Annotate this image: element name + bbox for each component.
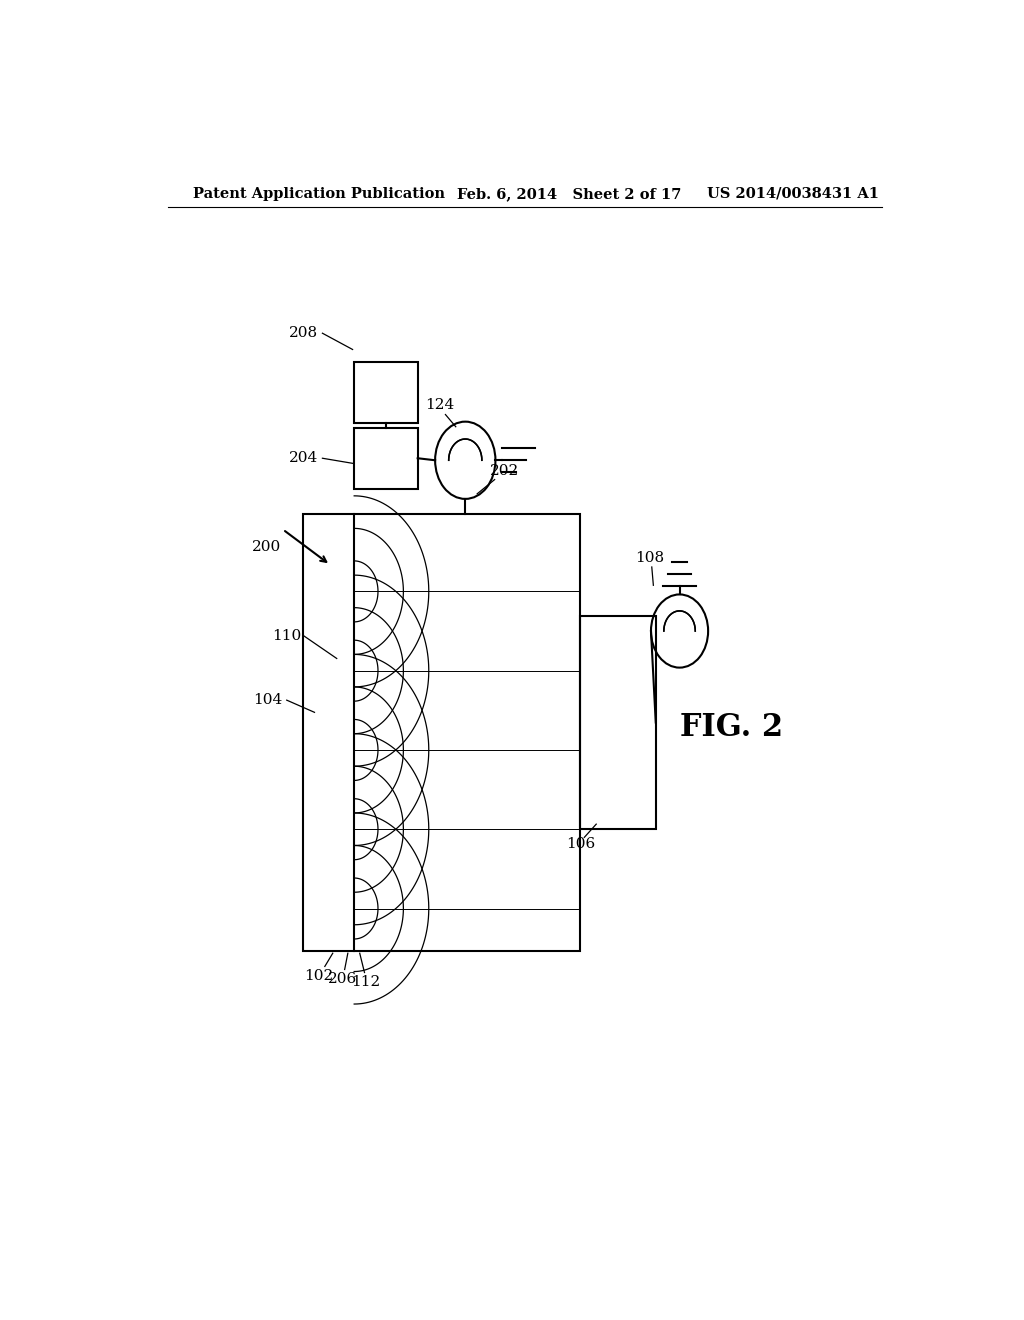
Text: 208: 208 xyxy=(290,326,318,341)
Text: 104: 104 xyxy=(254,693,283,708)
Text: Feb. 6, 2014   Sheet 2 of 17: Feb. 6, 2014 Sheet 2 of 17 xyxy=(458,187,682,201)
Text: 204: 204 xyxy=(289,451,318,465)
Text: US 2014/0038431 A1: US 2014/0038431 A1 xyxy=(708,187,880,201)
Text: 102: 102 xyxy=(304,969,333,982)
Bar xyxy=(303,515,581,952)
Text: Patent Application Publication: Patent Application Publication xyxy=(194,187,445,201)
Bar xyxy=(581,615,655,829)
Text: 106: 106 xyxy=(565,837,595,851)
Bar xyxy=(354,428,418,488)
Text: FIG. 2: FIG. 2 xyxy=(680,711,782,743)
Text: 124: 124 xyxy=(425,399,455,412)
Text: 200: 200 xyxy=(252,540,282,553)
Text: 202: 202 xyxy=(490,465,519,478)
Text: 110: 110 xyxy=(271,630,301,643)
Text: 206: 206 xyxy=(328,972,357,986)
Text: 112: 112 xyxy=(351,974,381,989)
Text: 108: 108 xyxy=(635,550,664,565)
Bar xyxy=(354,362,418,422)
